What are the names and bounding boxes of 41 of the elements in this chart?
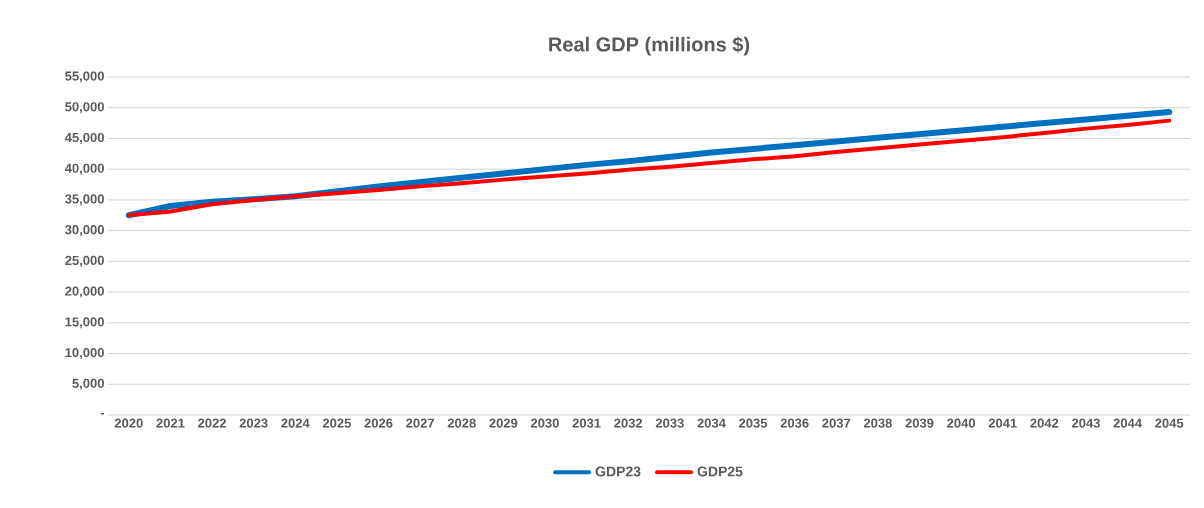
y-tick-label: 40,000 xyxy=(64,163,104,175)
x-tick-label: 2043 xyxy=(1071,418,1100,428)
legend-label: GDP25 xyxy=(697,466,743,477)
x-tick-label: 2023 xyxy=(239,418,268,428)
y-tick-label: 50,000 xyxy=(65,102,104,114)
x-tick-label: 2022 xyxy=(198,418,226,428)
x-tick-label: 2044 xyxy=(1113,418,1142,428)
y-tick-label: 45,000 xyxy=(64,132,104,144)
x-tick-label: 2036 xyxy=(780,418,809,428)
x-tick-label: 2025 xyxy=(322,418,351,428)
y-tick-label: 5,000 xyxy=(72,378,104,390)
x-tick-label: 2031 xyxy=(572,418,601,428)
x-tick-label: 2032 xyxy=(614,418,643,428)
y-tick-label: 25,000 xyxy=(65,255,104,267)
x-tick-label: 2039 xyxy=(905,418,934,428)
x-tick-label: 2029 xyxy=(489,418,518,428)
y-tick-label: 15,000 xyxy=(65,317,104,329)
x-tick-label: 2024 xyxy=(281,418,310,428)
x-tick-label: 2045 xyxy=(1155,418,1184,428)
y-tick-label: 30,000 xyxy=(65,225,104,237)
x-tick-label: 2033 xyxy=(655,418,684,428)
x-tick-label: 2027 xyxy=(406,418,435,428)
x-tick-label: 2037 xyxy=(822,418,851,428)
x-tick-label: 2028 xyxy=(447,418,476,428)
y-tick-label: 35,000 xyxy=(65,194,104,206)
x-tick-label: 2021 xyxy=(156,418,185,428)
x-tick-label: 2040 xyxy=(947,418,976,428)
x-tick-label: 2035 xyxy=(739,418,768,428)
legend-label: GDP23 xyxy=(595,466,641,477)
y-tick-label: 10,000 xyxy=(65,347,104,360)
x-tick-label: 2041 xyxy=(988,418,1017,428)
x-tick-label: 2042 xyxy=(1030,418,1059,428)
x-tick-label: 2034 xyxy=(697,418,726,428)
x-tick-label: 2038 xyxy=(863,418,892,428)
chart-title: Real GDP (millions $) xyxy=(549,36,750,56)
y-tick-label: - xyxy=(100,412,104,415)
y-tick-label: 55,000 xyxy=(65,71,104,83)
x-tick-label: 2020 xyxy=(114,418,143,428)
y-tick-label: 20,000 xyxy=(65,286,104,298)
x-tick-label: 2026 xyxy=(364,418,393,428)
x-tick-label: 2030 xyxy=(530,418,559,428)
